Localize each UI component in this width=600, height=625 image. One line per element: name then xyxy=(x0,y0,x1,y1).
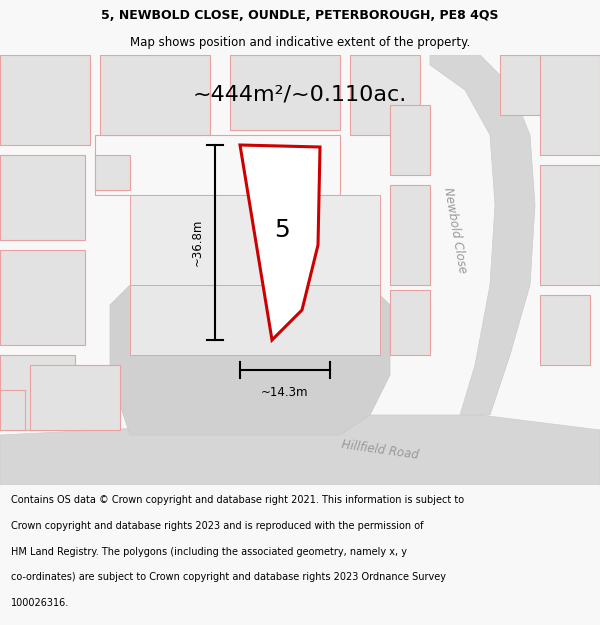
Polygon shape xyxy=(390,105,430,175)
Text: 5: 5 xyxy=(274,218,290,242)
Text: Crown copyright and database rights 2023 and is reproduced with the permission o: Crown copyright and database rights 2023… xyxy=(11,521,424,531)
Polygon shape xyxy=(430,55,535,415)
Polygon shape xyxy=(540,55,600,155)
Text: 100026316.: 100026316. xyxy=(11,598,69,608)
Polygon shape xyxy=(0,155,85,240)
Polygon shape xyxy=(390,290,430,355)
Text: ~444m²/~0.110ac.: ~444m²/~0.110ac. xyxy=(193,85,407,105)
Polygon shape xyxy=(130,195,380,285)
Text: co-ordinates) are subject to Crown copyright and database rights 2023 Ordnance S: co-ordinates) are subject to Crown copyr… xyxy=(11,572,446,582)
Text: ~36.8m: ~36.8m xyxy=(191,219,203,266)
Polygon shape xyxy=(540,165,600,285)
Polygon shape xyxy=(240,145,320,340)
Text: ~14.3m: ~14.3m xyxy=(261,386,309,399)
Text: 5, NEWBOLD CLOSE, OUNDLE, PETERBOROUGH, PE8 4QS: 5, NEWBOLD CLOSE, OUNDLE, PETERBOROUGH, … xyxy=(101,9,499,22)
Polygon shape xyxy=(0,355,75,430)
Polygon shape xyxy=(0,55,90,145)
Text: Map shows position and indicative extent of the property.: Map shows position and indicative extent… xyxy=(130,36,470,49)
Text: Newbold Close: Newbold Close xyxy=(441,186,469,274)
Polygon shape xyxy=(110,285,390,435)
Text: Hillfield Road: Hillfield Road xyxy=(341,438,419,462)
Text: Contains OS data © Crown copyright and database right 2021. This information is : Contains OS data © Crown copyright and d… xyxy=(11,495,464,505)
Polygon shape xyxy=(95,155,130,190)
Polygon shape xyxy=(0,390,25,430)
Polygon shape xyxy=(0,415,600,485)
Polygon shape xyxy=(540,295,590,365)
Polygon shape xyxy=(130,285,380,355)
Text: HM Land Registry. The polygons (including the associated geometry, namely x, y: HM Land Registry. The polygons (includin… xyxy=(11,547,407,557)
Polygon shape xyxy=(30,365,120,430)
Polygon shape xyxy=(230,55,340,130)
Polygon shape xyxy=(500,55,560,115)
Polygon shape xyxy=(0,250,85,345)
Polygon shape xyxy=(350,55,420,135)
Polygon shape xyxy=(390,185,430,285)
Polygon shape xyxy=(100,55,210,135)
